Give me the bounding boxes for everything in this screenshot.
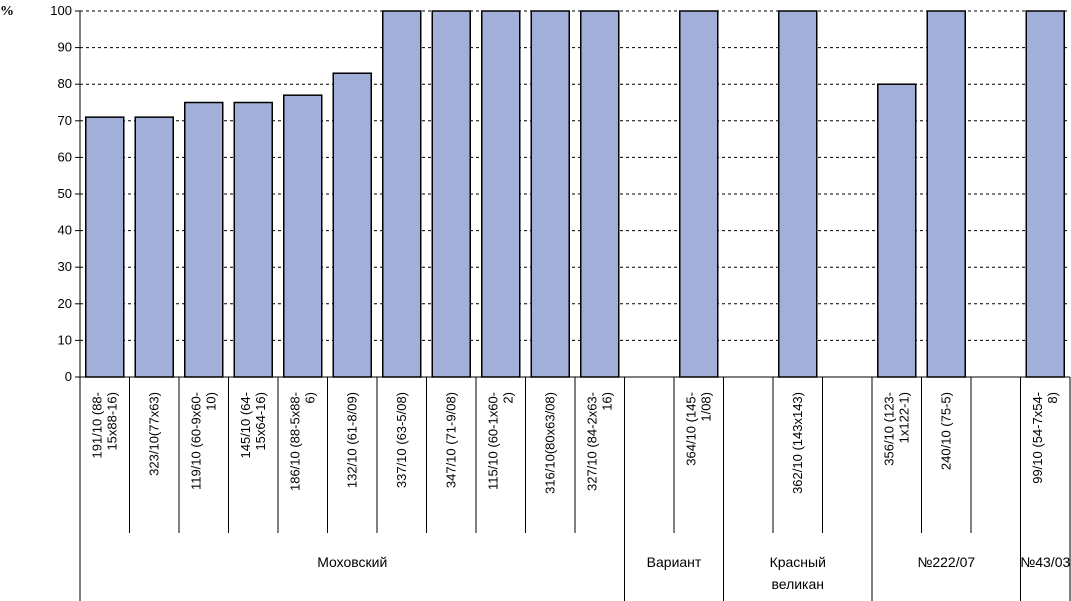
group-label: №43/03 [1020, 554, 1070, 570]
bar [481, 10, 521, 378]
x-category-label: 356/10 (123-1x122-1) [881, 392, 911, 466]
bar [382, 10, 422, 378]
x-category-label: 364/10 (145-1/08) [683, 392, 713, 466]
y-tick-label: 0 [65, 369, 72, 384]
bar [283, 94, 323, 378]
bar [1025, 10, 1065, 378]
x-category-label: 316/10(80x63/08) [542, 392, 557, 494]
group-labels: Моховский Вариант Красный великан №222/07 №43… [317, 554, 1070, 592]
x-category-label: 186/10 (88-5x88-6) [287, 392, 317, 491]
x-category-labels: 191/10 (88-15x88-16) 323/10(77x63) 119/10 … [89, 392, 1060, 494]
x-category-label: 347/10 (71-9/08) [443, 392, 458, 488]
gridlines [80, 10, 1070, 341]
group-label: Красный великан [770, 554, 826, 592]
bar [877, 83, 917, 378]
bar [778, 10, 818, 378]
bar [580, 10, 620, 378]
bar [431, 10, 471, 378]
x-category-label: 119/10 (60-9x60-10) [188, 392, 218, 490]
y-tick-label: 50 [58, 186, 72, 201]
group-label: №222/07 [917, 554, 975, 570]
group-label: Вариант [647, 554, 702, 570]
bar [134, 116, 174, 378]
y-tick-labels: 0 10 20 30 40 50 60 70 80 90 100 [50, 3, 72, 384]
axes [75, 10, 1071, 601]
x-category-label: 99/10 (54-7x54-8) [1030, 392, 1060, 484]
bar [184, 101, 224, 378]
x-category-label: 362/10 (143x143) [790, 392, 805, 494]
y-tick-label: 70 [58, 113, 72, 128]
bar [332, 72, 372, 378]
x-category-label: 240/10 (75-5) [938, 392, 953, 470]
x-category-label: 327/10 (84-2x63-16) [584, 392, 614, 491]
x-category-label: 337/10 (63-5/08) [394, 392, 409, 488]
bar [85, 116, 125, 378]
x-category-label: 132/10 (61-8/09) [344, 392, 359, 488]
y-tick-label: 90 [58, 40, 72, 55]
y-tick-label: 20 [58, 296, 72, 311]
y-tick-label: 30 [58, 259, 72, 274]
x-category-label: 115/10 (60-1x60-2) [485, 392, 515, 490]
x-category-label: 145/10 (64-15x64-16) [238, 392, 268, 459]
y-unit-label: % [0, 4, 14, 19]
x-category-label: 323/10(77x63) [146, 392, 161, 476]
y-tick-label: 40 [58, 223, 72, 238]
y-tick-label: 10 [58, 332, 72, 347]
bar [926, 10, 966, 378]
x-category-label: 191/10 (88-15x88-16) [89, 392, 119, 459]
y-tick-label: 60 [58, 149, 72, 164]
bar [679, 10, 719, 378]
group-label: Моховский [317, 554, 387, 570]
bar [530, 10, 570, 378]
bar [233, 101, 273, 378]
y-tick-label: 100 [50, 3, 72, 18]
y-tick-label: 80 [58, 76, 72, 91]
